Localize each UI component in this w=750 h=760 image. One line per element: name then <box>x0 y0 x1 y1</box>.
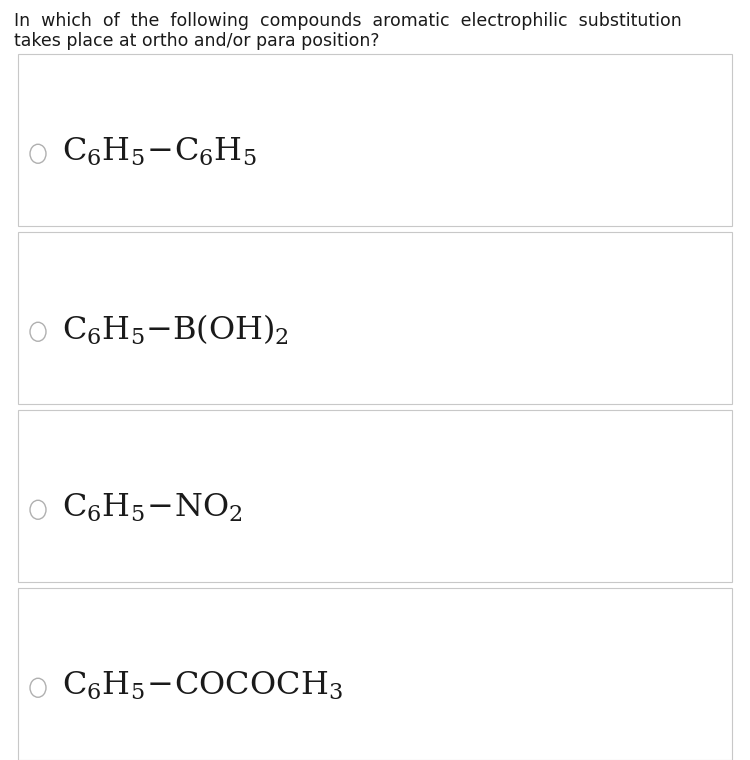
Bar <box>18 410 732 582</box>
Text: $\mathregular{C_6H_5\!-\!NO_2}$: $\mathregular{C_6H_5\!-\!NO_2}$ <box>62 492 242 524</box>
Ellipse shape <box>30 144 46 163</box>
Text: $\mathregular{C_6H_5\!-\!COCOCH_3}$: $\mathregular{C_6H_5\!-\!COCOCH_3}$ <box>62 670 343 701</box>
Ellipse shape <box>30 678 46 697</box>
Text: $\mathregular{C_6H_5\!-\!C_6H_5}$: $\mathregular{C_6H_5\!-\!C_6H_5}$ <box>62 136 256 168</box>
Ellipse shape <box>30 322 46 341</box>
Text: In  which  of  the  following  compounds  aromatic  electrophilic  substitution: In which of the following compounds arom… <box>14 12 682 30</box>
Ellipse shape <box>30 500 46 519</box>
Bar <box>18 54 732 226</box>
Bar <box>18 588 732 760</box>
Text: $\mathregular{C_6H_5}$$\mathregular{-B(OH)_2}$: $\mathregular{C_6H_5}$$\mathregular{-B(O… <box>62 312 289 347</box>
Bar <box>18 232 732 404</box>
Text: takes place at ortho and/or para position?: takes place at ortho and/or para positio… <box>14 32 380 50</box>
